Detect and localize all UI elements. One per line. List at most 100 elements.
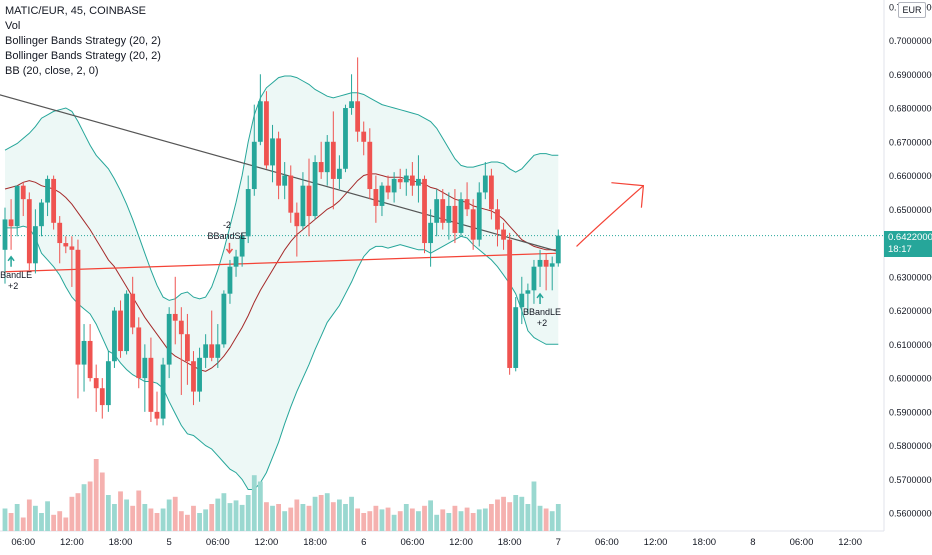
candle-body [355, 101, 361, 132]
volume-bar [288, 507, 294, 531]
volume-bar [306, 505, 312, 531]
volume-bar [543, 508, 549, 531]
candle-body [20, 185, 26, 200]
volume-bar [507, 502, 513, 531]
currency-button[interactable]: EUR [898, 2, 926, 18]
candle-body [124, 293, 129, 352]
volume-bar [178, 511, 184, 531]
volume-bar [434, 514, 440, 531]
volume-bar [197, 513, 202, 531]
candle-body [81, 340, 87, 365]
volume-bar [312, 496, 318, 531]
volume-bar [379, 509, 385, 531]
candle-body [8, 219, 14, 227]
volume-bar [549, 511, 555, 531]
candle-body [233, 256, 239, 267]
volume-bar [75, 493, 81, 531]
volume-bar [45, 501, 50, 531]
time-axis-tick-label: 06:00 [400, 537, 424, 548]
candle-body [434, 199, 440, 223]
signal-qty-label: +2 [537, 318, 547, 328]
candle-body [221, 293, 227, 345]
price-axis-tick-label: 0.69000000 [889, 70, 932, 80]
volume-bar [501, 496, 506, 531]
volume-bar [270, 505, 275, 531]
candle-body [391, 178, 397, 193]
volume-bar [537, 505, 543, 531]
candle-body [172, 313, 178, 321]
volume-bar [57, 511, 63, 531]
candle-body [209, 344, 215, 358]
candle-body [14, 185, 20, 227]
candle-body [26, 199, 32, 264]
legend-indicator-bb-strategy-1[interactable]: Bollinger Bands Strategy (20, 2) [5, 35, 161, 47]
candle-body [385, 185, 391, 193]
candle-body [409, 175, 415, 186]
volume-bar [239, 504, 245, 531]
price-axis-tick-label: 0.58000000 [889, 441, 932, 451]
candle-body [33, 226, 38, 264]
price-axis-tick-label: 0.61000000 [889, 340, 932, 350]
volume-bar [330, 502, 336, 531]
candle-body [51, 178, 57, 223]
candle-body [105, 361, 111, 406]
volume-bar [251, 475, 257, 531]
volume-bar [51, 514, 57, 531]
candle-body [294, 212, 300, 227]
candle-body [422, 178, 427, 244]
candle-body [416, 178, 421, 186]
candle-body [446, 205, 452, 223]
candle-body [373, 189, 379, 206]
candle-body [45, 178, 50, 203]
candle-body [282, 175, 288, 186]
volume-bar [39, 513, 44, 531]
candle-body [99, 388, 105, 406]
candle-body [63, 243, 69, 247]
bar-countdown-label: 18:17 [888, 244, 912, 255]
candle-body [367, 141, 373, 190]
volume-bar [428, 500, 433, 531]
volume-bar [397, 511, 403, 531]
volume-bar [525, 504, 531, 531]
volume-bar [69, 496, 75, 531]
horizontal-trendline [4, 252, 559, 273]
time-axis-tick-label: 06:00 [206, 537, 230, 548]
volume-bar [154, 513, 160, 531]
volume-bar [476, 509, 482, 531]
volume-bar [282, 511, 288, 531]
candle-body [288, 175, 294, 213]
volume-bar [99, 472, 105, 531]
volume-bar [446, 513, 452, 531]
candle-body [318, 162, 324, 173]
candle-body [476, 192, 482, 240]
time-axis-tick-label: 8 [750, 537, 755, 548]
volume-bar [440, 509, 446, 531]
legend-indicator-bb-strategy-2[interactable]: Bollinger Bands Strategy (20, 2) [5, 50, 161, 62]
candle-body [69, 246, 75, 250]
volume-bar [130, 505, 136, 531]
time-axis-tick-label: 06:00 [595, 537, 619, 548]
legend-indicator-bb[interactable]: BB (20, close, 2, 0) [5, 65, 99, 77]
volume-bar [489, 504, 494, 531]
legend-indicator-vol[interactable]: Vol [5, 20, 21, 32]
candle-body [75, 249, 81, 365]
candle-body [264, 101, 269, 166]
candle-body [2, 219, 8, 250]
candle-body [112, 310, 117, 362]
bollinger-upper-line [4, 75, 559, 301]
volume-bar [300, 504, 306, 531]
candle-body [245, 189, 251, 237]
candle-body [87, 340, 93, 379]
candle-body [57, 222, 63, 244]
time-axis-tick-label: 5 [167, 537, 172, 548]
volume-bar [105, 495, 111, 531]
volume-bar [112, 504, 117, 531]
candle-body [324, 141, 330, 173]
volume-bar [63, 517, 69, 531]
symbol-title[interactable]: MATIC/EUR, 45, COINBASE [5, 5, 146, 17]
time-axis-tick-label: 12:00 [255, 537, 279, 548]
candle-body [403, 175, 409, 183]
candle-body [270, 138, 275, 166]
